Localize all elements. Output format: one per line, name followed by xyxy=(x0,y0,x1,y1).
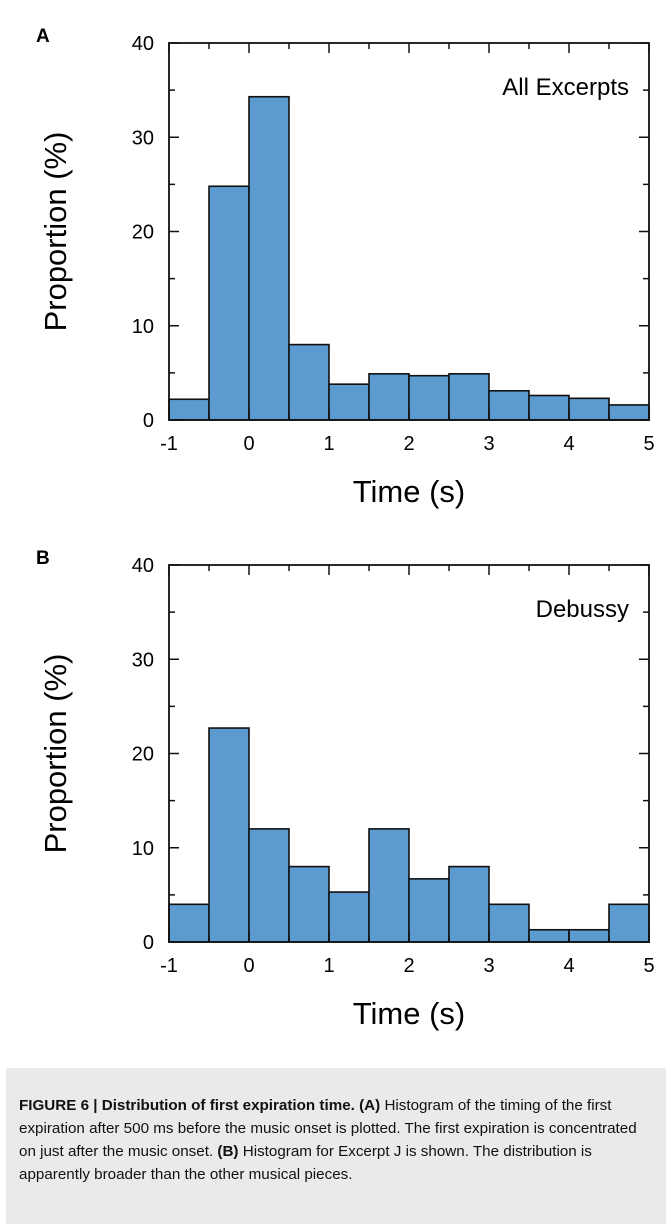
histogram-bar xyxy=(368,373,410,421)
histogram-bar xyxy=(208,727,250,943)
x-tick-label: 4 xyxy=(563,955,574,977)
histogram-bar xyxy=(568,928,610,943)
histogram-bar xyxy=(328,891,370,943)
x-tick-label: 2 xyxy=(403,955,414,977)
histogram-bar xyxy=(168,398,210,421)
histogram-bar xyxy=(408,878,450,943)
x-tick-label: 3 xyxy=(483,433,494,455)
histogram-bar xyxy=(248,828,290,943)
x-tick-label: 5 xyxy=(643,955,654,977)
x-tick-label: 2 xyxy=(403,433,414,455)
x-tick-label: 0 xyxy=(243,955,254,977)
y-tick-label: 40 xyxy=(132,33,154,55)
x-tick-label: -1 xyxy=(160,433,178,455)
histogram-bar xyxy=(488,903,530,943)
panel-label-a: A xyxy=(36,26,50,47)
figure-caption: FIGURE 6 | Distribution of first expirat… xyxy=(6,1068,666,1224)
y-tick-label: 30 xyxy=(132,649,154,671)
y-axis-title: Proportion (%) xyxy=(38,132,73,332)
histogram-bar xyxy=(288,865,330,943)
y-tick-label: 0 xyxy=(143,410,154,432)
y-axis-title: Proportion (%) xyxy=(38,654,73,854)
histogram-bar xyxy=(328,383,370,421)
x-tick-label: -1 xyxy=(160,955,178,977)
caption-title: FIGURE 6 | Distribution of first expirat… xyxy=(19,1097,355,1114)
x-tick-label: 3 xyxy=(483,955,494,977)
histogram-bar xyxy=(208,185,250,421)
x-tick-label: 4 xyxy=(563,433,574,455)
caption-b-text: Histogram for Excerpt J is shown. The di… xyxy=(19,1143,592,1183)
panel-label-b: B xyxy=(36,548,50,569)
x-axis-title: Time (s) xyxy=(353,996,466,1031)
histogram-bar xyxy=(448,865,490,943)
x-axis-title: Time (s) xyxy=(353,474,466,509)
chart-annotation: Debussy xyxy=(536,596,629,623)
x-tick-label: 0 xyxy=(243,433,254,455)
y-tick-label: 20 xyxy=(132,222,154,244)
x-tick-label: 1 xyxy=(323,433,334,455)
y-tick-label: 30 xyxy=(132,127,154,149)
y-tick-label: 10 xyxy=(132,316,154,338)
histogram-bar xyxy=(168,903,210,943)
caption-b-label: (B) xyxy=(217,1143,239,1160)
y-tick-label: 20 xyxy=(132,744,154,766)
histogram-bar xyxy=(408,374,450,421)
histogram-bar xyxy=(528,394,570,421)
histogram-bar xyxy=(528,928,570,943)
y-tick-label: 0 xyxy=(143,932,154,954)
histogram-bar xyxy=(368,828,410,943)
y-tick-label: 10 xyxy=(132,838,154,860)
histogram-bar xyxy=(608,404,650,421)
histogram-all-excerpts: 0 10 20 30 40 -1 0 1 2 3 4 5 Time (s) Proportion (%) A… xyxy=(38,33,655,509)
histogram-bar xyxy=(608,903,650,943)
histogram-bar xyxy=(248,95,290,421)
histogram-debussy: 0 10 20 30 40 -1 0 1 2 3 4 5 Time (s) Proportion (%) D… xyxy=(38,555,655,1031)
histogram-bar xyxy=(488,389,530,421)
caption-a-label: (A) xyxy=(359,1097,381,1114)
chart-annotation: All Excerpts xyxy=(502,74,629,101)
y-tick-label: 40 xyxy=(132,555,154,577)
histogram-bar xyxy=(568,397,610,421)
histogram-bar xyxy=(288,343,330,421)
histogram-bar xyxy=(448,373,490,421)
x-tick-label: 1 xyxy=(323,955,334,977)
x-tick-label: 5 xyxy=(643,433,654,455)
caption-a-text: Histogram of the timing of the first exp… xyxy=(19,1097,637,1160)
